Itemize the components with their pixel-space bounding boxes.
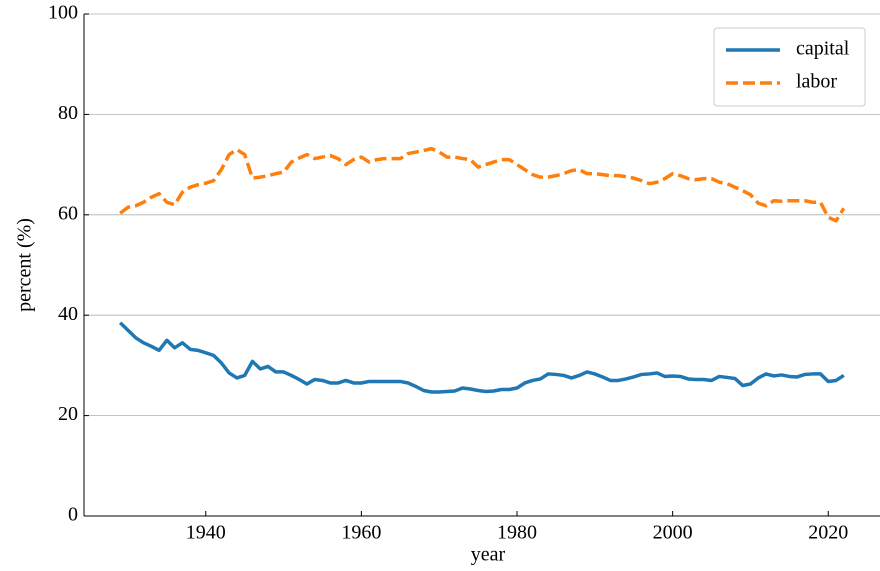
x-tick-label: 2020 — [808, 522, 848, 544]
y-tick-label: 0 — [68, 504, 78, 526]
legend-label: capital — [796, 38, 850, 60]
x-tick-label: 1940 — [186, 522, 226, 544]
x-tick-label: 1960 — [341, 522, 381, 544]
legend-box — [713, 27, 866, 107]
y-tick-label: 40 — [58, 303, 78, 325]
x-tick-label: 2000 — [653, 522, 693, 544]
y-tick-label: 100 — [48, 2, 78, 24]
y-tick-label: 60 — [58, 202, 78, 224]
x-axis-label: year — [471, 544, 506, 566]
y-tick-label: 80 — [58, 102, 78, 124]
y-axis-label: percent (%) — [14, 218, 36, 312]
series-line — [119, 146, 846, 223]
legend-label: labor — [796, 71, 837, 93]
series-line — [118, 321, 845, 394]
y-tick-label: 20 — [58, 403, 78, 425]
x-tick-label: 1980 — [497, 522, 537, 544]
